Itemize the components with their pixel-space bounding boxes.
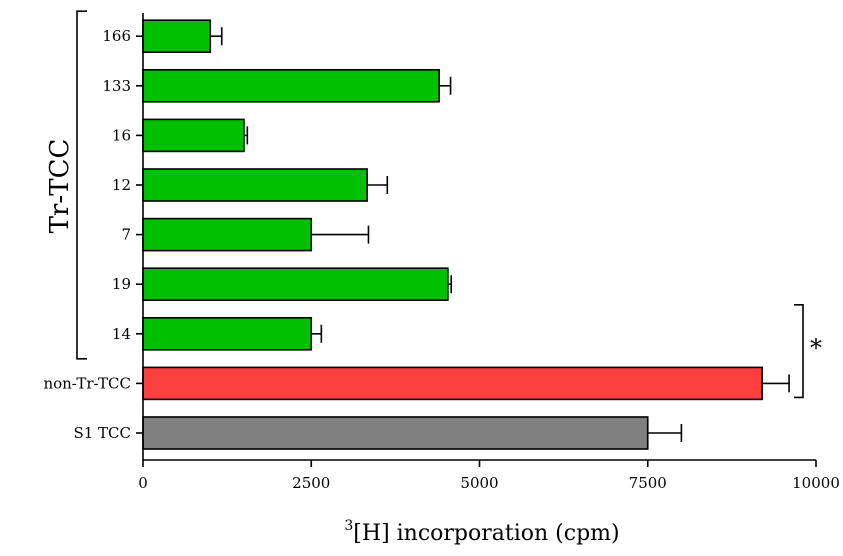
bar-133: [142, 69, 440, 103]
x-tick-label-7500: 7500: [629, 474, 667, 492]
bar-non-tr-tcc: [142, 366, 763, 401]
x-tick-label-0: 0: [138, 474, 148, 492]
significance-bracket: [794, 304, 804, 399]
x-axis-title-text: [H] incorporation (cpm): [353, 521, 619, 546]
x-axis-title: 3[H] incorporation (cpm): [344, 518, 619, 546]
group-bracket-tr-tcc: [76, 10, 87, 360]
y-tick-label-7: 7: [121, 226, 131, 244]
bar-7: [142, 217, 313, 252]
y-tick-label-s1-tcc: S1 TCC: [73, 424, 131, 442]
y-tick-label-non-tr-tcc: non-Tr-TCC: [43, 374, 131, 392]
x-tick-label-2500: 2500: [292, 474, 330, 492]
y-tick-label-133: 133: [102, 77, 131, 95]
y-tick-label-19: 19: [112, 275, 131, 293]
x-axis-title-superscript: 3: [344, 518, 353, 534]
y-tick-label-166: 166: [102, 27, 131, 45]
bar-16: [142, 118, 245, 153]
group-label-tr-tcc: Tr-TCC: [45, 139, 75, 234]
y-tick-label-12: 12: [112, 176, 131, 194]
bar-s1-tcc: [142, 416, 649, 450]
bar-12: [142, 168, 368, 202]
y-tick-label-16: 16: [112, 126, 131, 144]
bar-19: [142, 267, 449, 302]
y-tick-label-14: 14: [112, 325, 131, 343]
x-tick-label-5000: 5000: [460, 474, 498, 492]
bar-166: [142, 19, 212, 54]
significance-asterisk: *: [810, 334, 822, 362]
bar-14: [142, 316, 313, 351]
x-tick-label-10000: 10000: [792, 474, 840, 492]
